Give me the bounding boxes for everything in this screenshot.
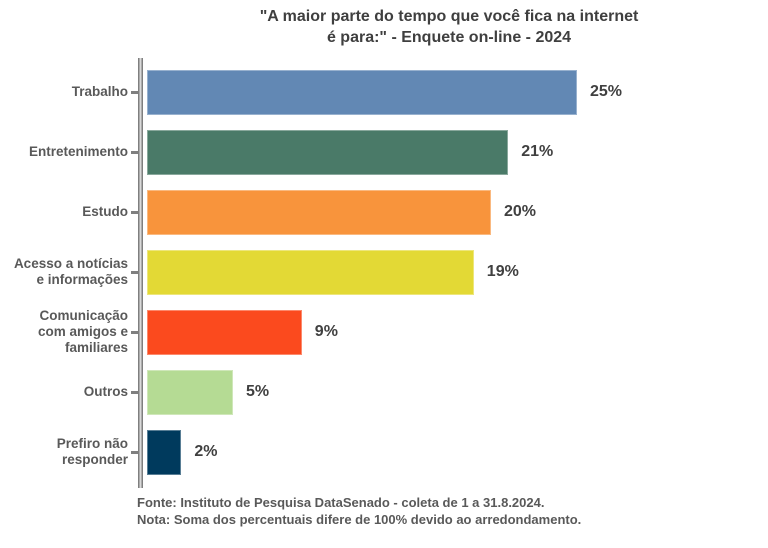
category-label: Outros [83, 384, 128, 399]
category-label: Estudo [82, 204, 128, 219]
bar-row: Comunicação com amigos e familiares 9% [0, 302, 768, 362]
value-label: 20% [504, 203, 537, 220]
bar-row: Prefiro não responder 2% [0, 422, 768, 482]
bar-track: 25% [138, 69, 768, 115]
y-axis-line [138, 58, 143, 488]
axis-tick [131, 450, 138, 454]
axis-tick [131, 390, 138, 394]
bar-row: Estudo 20% [0, 182, 768, 242]
axis-tick [131, 90, 138, 94]
chart-footer: Fonte: Instituto de Pesquisa DataSenado … [137, 494, 768, 528]
axis-tick [131, 330, 138, 334]
chart-title: "A maior parte do tempo que você fica na… [130, 0, 768, 48]
chart-title-line1: "A maior parte do tempo que você fica na… [259, 8, 639, 25]
bar-track: 9% [138, 309, 768, 355]
bar [147, 69, 577, 115]
category-label: Prefiro não responder [56, 436, 128, 467]
value-label: 19% [486, 263, 519, 280]
bar-track: 20% [138, 189, 768, 235]
bar [147, 189, 491, 235]
source-note: Fonte: Instituto de Pesquisa DataSenado … [137, 495, 545, 510]
bar-row: Outros 5% [0, 362, 768, 422]
bar-row: Trabalho 25% [0, 62, 768, 122]
axis-tick [131, 210, 138, 214]
bar-track: 19% [138, 249, 768, 295]
category-label: Comunicação com amigos e familiares [37, 308, 128, 355]
value-label: 9% [314, 323, 338, 340]
category-label: Trabalho [71, 84, 128, 99]
value-label: 5% [246, 383, 270, 400]
chart-title-line2: é para:" - Enquete on-line - 2024 [326, 29, 572, 46]
category-label: Entretenimento [28, 144, 128, 159]
value-label: 21% [521, 143, 554, 160]
bar-rows: Trabalho 25% Entretenimento 21% Estudo 20% Ace… [0, 62, 768, 482]
bar-track: 2% [138, 429, 768, 475]
bar [147, 369, 233, 415]
bar [147, 309, 302, 355]
bar-track: 5% [138, 369, 768, 415]
bar-row: Entretenimento 21% [0, 122, 768, 182]
axis-tick [131, 270, 138, 274]
value-label: 2% [194, 443, 218, 460]
bar-row: Acesso a notícias e informações 19% [0, 242, 768, 302]
bar [147, 429, 182, 475]
rounding-note: Nota: Soma dos percentuais difere de 100… [137, 512, 582, 527]
plot-area: Trabalho 25% Entretenimento 21% Estudo 20% Ace… [0, 58, 768, 488]
category-label: Acesso a notícias e informações [13, 256, 128, 287]
value-label: 25% [590, 83, 623, 100]
axis-tick [131, 150, 138, 154]
bar [147, 249, 474, 295]
bar [147, 129, 509, 175]
bar-track: 21% [138, 129, 768, 175]
